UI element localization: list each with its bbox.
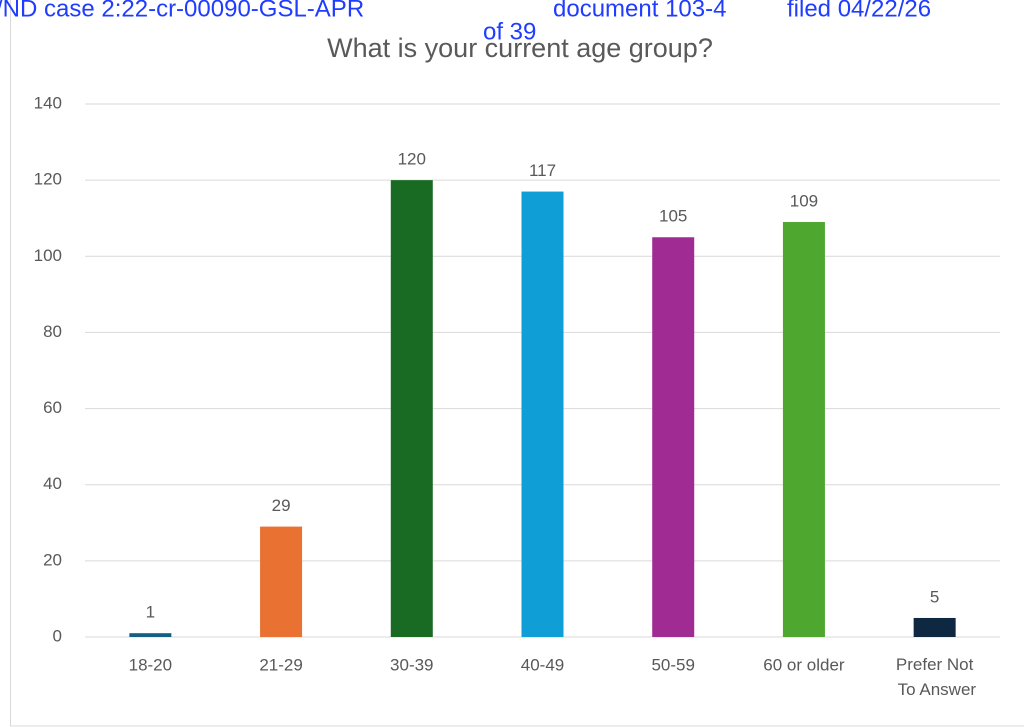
data-label: 109: [790, 192, 818, 211]
bar: [782, 222, 825, 637]
x-tick-label: 60 or older: [763, 655, 845, 674]
data-label: 120: [398, 150, 426, 169]
y-tick-label: 40: [43, 474, 62, 493]
bar: [390, 180, 433, 637]
data-label: 1: [146, 603, 155, 622]
y-tick-label: 60: [43, 398, 62, 417]
data-label: 117: [529, 161, 556, 180]
bar: [521, 191, 564, 638]
x-tick-label: 21-29: [259, 655, 302, 674]
y-tick-label: 140: [34, 93, 62, 112]
y-tick-label: 80: [43, 322, 62, 341]
y-tick-label: 100: [34, 246, 62, 265]
header-annotation: /ND case 2:22-cr-00090-GSL-APR: [0, 0, 364, 22]
x-tick-label: Prefer Not To Answer: [893, 655, 976, 699]
y-tick-label: 20: [43, 550, 62, 569]
x-tick-label: 30-39: [390, 655, 433, 674]
bar: [129, 633, 172, 637]
x-tick-label: 18-20: [129, 655, 172, 674]
header-annotation: of 39: [483, 18, 536, 45]
header-annotation: document 103-4: [553, 0, 726, 22]
x-tick-label: 40-49: [521, 655, 564, 674]
data-label: 5: [930, 587, 939, 606]
data-label: 29: [272, 496, 291, 515]
x-tick-label: 50-59: [651, 655, 694, 674]
chart-title: What is your current age group?: [327, 33, 713, 63]
bar: [260, 526, 303, 637]
header-annotation: filed 04/22/26: [787, 0, 931, 22]
data-label: 105: [659, 207, 687, 226]
chart-border: [10, 0, 1024, 727]
y-tick-label: 120: [34, 170, 62, 189]
bar: [913, 617, 956, 637]
y-tick-label: 0: [53, 626, 62, 645]
bar: [652, 237, 695, 637]
